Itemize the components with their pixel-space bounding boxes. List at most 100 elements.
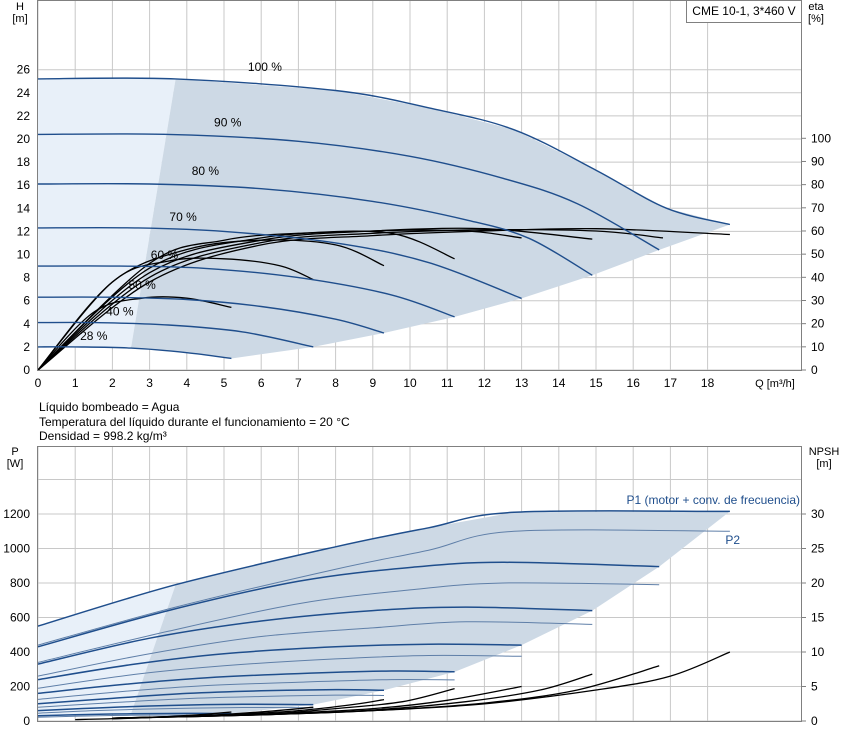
x-tick-label: 8: [332, 376, 339, 390]
head-curve: [37, 265, 455, 318]
operating-area: [131, 78, 730, 359]
speed-label: 50 %: [128, 278, 156, 292]
liquid-temperature: Temperatura del líquido durante el funci…: [39, 414, 350, 429]
axis-label-line: eta: [808, 1, 824, 13]
p1-curve: [37, 688, 385, 705]
bottom-chart-border: [37, 446, 802, 722]
efficiency-tick-label: 60: [811, 224, 825, 238]
head-curve: [37, 296, 385, 334]
x-tick-label: 14: [552, 376, 566, 390]
head-tick-label: 14: [17, 201, 31, 215]
head-tick-label: 10: [17, 248, 31, 262]
speed-label: 100 %: [248, 60, 282, 74]
power-axis-label: P [W]: [7, 446, 24, 470]
efficiency-curve: [37, 227, 593, 371]
top-chart-curves: [37, 77, 731, 371]
head-tick-label: 26: [17, 63, 31, 77]
head-tick-label: 4: [23, 317, 30, 331]
speed-label: 28 %: [80, 329, 108, 343]
x-tick-label: 5: [221, 376, 228, 390]
efficiency-axis-label: eta [%]: [808, 1, 824, 25]
power-tick-label: 800: [10, 576, 30, 590]
npsh-tick-label: 20: [811, 576, 825, 590]
efficiency-tick-label: 90: [811, 154, 825, 168]
p1-curve: [37, 606, 593, 665]
axis-label-line: [m]: [816, 458, 831, 470]
p1-curve: [37, 703, 314, 712]
p1-curve: [37, 561, 660, 648]
axis-label-line: [W]: [7, 458, 24, 470]
head-curve: [37, 346, 232, 360]
axis-label-line: P: [11, 446, 18, 458]
flow-axis-label: Q [m³/h]: [755, 378, 795, 390]
head-tick-label: 20: [17, 132, 31, 146]
npsh-tick-label: 15: [811, 611, 825, 625]
efficiency-tick-label: 40: [811, 270, 825, 284]
top-operating-area: [38, 78, 730, 359]
efficiency-curve: [37, 257, 314, 371]
x-tick-label: 1: [72, 376, 79, 390]
efficiency-curve: [37, 229, 522, 371]
p2-curve: [37, 706, 314, 714]
speed-label: 90 %: [214, 115, 242, 129]
p1-series-label: P1 (motor + conv. de frecuencia): [626, 493, 800, 507]
x-tick-label: 6: [258, 376, 265, 390]
x-tick-label: 10: [403, 376, 417, 390]
efficiency-curve: [37, 227, 730, 371]
liquid-info: Líquido bombeado = Agua Temperatura del …: [39, 400, 350, 444]
speed-label: 70 %: [169, 210, 197, 224]
x-tick-label: 17: [664, 376, 678, 390]
p2-curve: [37, 582, 660, 663]
efficiency-tick-label: 0: [811, 363, 818, 377]
liquid-type: Líquido bombeado = Agua: [39, 400, 180, 414]
head-tick-label: 6: [23, 294, 30, 308]
head-curve: [37, 226, 522, 300]
p2-curve: [37, 678, 455, 700]
power-tick-label: 400: [10, 645, 30, 659]
x-tick-label: 7: [295, 376, 302, 390]
p2-curve: [37, 529, 730, 646]
head-tick-label: 2: [23, 340, 30, 354]
head-tick-label: 12: [17, 224, 31, 238]
efficiency-tick-label: 50: [811, 247, 825, 261]
x-tick-label: 13: [515, 376, 529, 390]
x-tick-label: 18: [701, 376, 715, 390]
bottom-chart-curves: [37, 510, 731, 721]
axis-label-line: [m]: [12, 13, 27, 25]
power-tick-label: 1000: [3, 542, 30, 556]
operating-area: [131, 511, 730, 714]
power-tick-label: 600: [10, 611, 30, 625]
x-tick-label: 3: [146, 376, 153, 390]
x-tick-label: 9: [369, 376, 376, 390]
npsh-tick-label: 10: [811, 645, 825, 659]
p2-curve: [37, 694, 385, 708]
p1-curve: [37, 643, 522, 681]
p2-curve: [37, 621, 593, 677]
power-tick-label: 200: [10, 680, 30, 694]
p2-curve: [37, 654, 522, 689]
npsh-curve: [75, 711, 232, 721]
npsh-axis-label: NPSH [m]: [809, 446, 840, 470]
power-tick-label: 0: [23, 714, 30, 728]
efficiency-tick-label: 80: [811, 178, 825, 192]
head-axis-label: H [m]: [12, 1, 27, 25]
efficiency-tick-label: 30: [811, 293, 825, 307]
speed-label: 80 %: [192, 164, 220, 178]
x-tick-label: 15: [589, 376, 603, 390]
axis-label-line: NPSH: [809, 446, 840, 458]
head-tick-label: 16: [17, 178, 31, 192]
power-tick-label: 1200: [3, 507, 30, 521]
efficiency-curve: [37, 230, 455, 371]
head-tick-label: 24: [17, 86, 31, 100]
top-chart-border: [37, 0, 802, 371]
x-tick-label: 16: [627, 376, 641, 390]
x-tick-label: 11: [441, 376, 454, 390]
p1-curve: [37, 670, 455, 695]
low-flow-region: [38, 78, 176, 349]
title-box: [686, 0, 802, 23]
npsh-tick-label: 0: [811, 714, 818, 728]
head-curve: [37, 321, 314, 348]
head-curve: [37, 182, 593, 276]
liquid-density: Densidad = 998.2 kg/m³: [39, 429, 167, 443]
